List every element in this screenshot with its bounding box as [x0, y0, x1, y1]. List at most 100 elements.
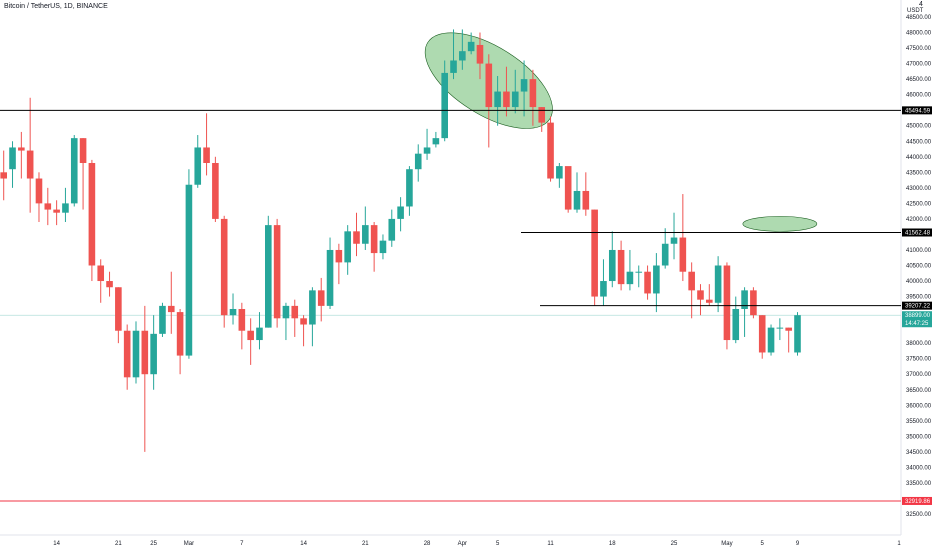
y-tick-label: 37500.00 — [906, 357, 932, 363]
candle-86 — [750, 287, 757, 319]
candle-51 — [441, 60, 448, 142]
candle-body — [661, 243, 669, 266]
candle-body — [467, 41, 475, 52]
candle-body — [326, 249, 334, 306]
candle-75 — [653, 253, 660, 313]
candle-body — [529, 79, 537, 108]
y-tick-label: 36000.00 — [906, 403, 932, 409]
candle-body — [247, 330, 254, 341]
candle-80 — [697, 284, 704, 316]
candle-77 — [670, 212, 678, 260]
candle-body — [617, 249, 625, 285]
candle-body — [317, 290, 325, 306]
candle-30 — [256, 312, 263, 350]
candle-46 — [397, 197, 404, 232]
x-tick-label: 1 — [897, 541, 901, 547]
candle-76 — [661, 228, 669, 269]
candle-55 — [476, 32, 484, 80]
candle-body — [547, 122, 554, 179]
candle-90 — [785, 327, 792, 353]
candle-body — [591, 209, 598, 297]
candle-body — [714, 265, 722, 303]
candle-34 — [291, 299, 299, 337]
candle-body — [282, 305, 290, 319]
y-tick-label: 37000.00 — [906, 372, 932, 378]
candle-27 — [229, 293, 237, 325]
candle-50 — [432, 131, 440, 148]
candle-body — [750, 290, 757, 316]
candle-13 — [106, 271, 113, 297]
candle-body — [511, 91, 519, 108]
current-price-badge — [902, 311, 932, 328]
x-tick-label: 7 — [240, 541, 244, 547]
candle-81 — [706, 284, 713, 306]
candle-19 — [159, 302, 166, 337]
candle-body — [635, 271, 643, 273]
level-badge-label-4: 32919.86 — [905, 499, 931, 505]
candle-26 — [220, 215, 228, 328]
y-tick-label: 40500.00 — [906, 264, 932, 270]
candle-2 — [9, 141, 16, 188]
candle-body — [723, 265, 731, 341]
candle-63 — [547, 116, 554, 182]
candle-body — [706, 299, 713, 303]
y-tick-label: 47000.00 — [906, 62, 932, 68]
candle-body — [300, 318, 307, 325]
candle-43 — [370, 222, 378, 272]
candle-body — [62, 203, 69, 213]
candle-25 — [212, 156, 219, 223]
candle-body — [741, 290, 748, 309]
y-tick-label: 44500.00 — [906, 139, 932, 145]
candle-5 — [35, 172, 43, 223]
candle-72 — [626, 249, 634, 291]
price-badges: 45494.59 41562.48 39207.22 32919.86 38899.00… — [902, 106, 932, 505]
candle-body — [229, 308, 237, 316]
current-price-label: 38899.00 — [905, 313, 931, 319]
candle-71 — [617, 240, 625, 291]
candle-60 — [520, 60, 528, 117]
candle-body — [115, 287, 122, 331]
candle-body — [450, 60, 457, 73]
candle-body — [309, 290, 316, 325]
candle-59 — [511, 69, 519, 114]
candle-body — [0, 172, 7, 179]
candle-42 — [362, 206, 369, 250]
candle-20 — [167, 271, 175, 334]
x-tick-label: Mar — [184, 541, 194, 547]
candle-body — [26, 150, 34, 179]
x-tick-label: 11 — [547, 541, 554, 547]
candle-91 — [794, 312, 801, 356]
candle-body — [53, 209, 60, 213]
candle-body — [414, 153, 422, 170]
candle-body — [265, 225, 272, 328]
candle-body — [476, 44, 484, 64]
chart-title: Bitcoin / TetherUS, 1D, BINANCE — [4, 3, 108, 10]
candle-88 — [767, 324, 775, 356]
candle-31 — [265, 215, 272, 328]
candle-48 — [414, 144, 422, 182]
candle-45 — [388, 209, 396, 247]
candle-body — [573, 190, 581, 210]
candle-body — [608, 249, 616, 282]
y-tick-label: 48000.00 — [906, 31, 932, 37]
candle-body — [697, 290, 704, 300]
candle-41 — [353, 212, 360, 257]
candle-body — [362, 225, 369, 244]
x-tick-label: Apr — [458, 541, 467, 547]
candle-body — [167, 305, 175, 313]
x-tick-label: 21 — [362, 541, 369, 547]
candle-62 — [538, 107, 546, 132]
candle-64 — [556, 162, 563, 188]
candle-body — [141, 330, 149, 375]
price-axis-ticks: 32500.00 33500.00 34000.00 34500.00 35000.00… — [906, 15, 932, 518]
level-badge-1 — [902, 106, 932, 115]
candle-body — [150, 333, 157, 375]
x-tick-label: 9 — [796, 541, 800, 547]
x-tick-label: 14 — [53, 541, 60, 547]
x-tick-label: 28 — [424, 541, 431, 547]
candle-11 — [88, 159, 96, 282]
candle-body — [600, 281, 607, 297]
candle-57 — [494, 76, 501, 126]
candle-35 — [300, 315, 307, 347]
